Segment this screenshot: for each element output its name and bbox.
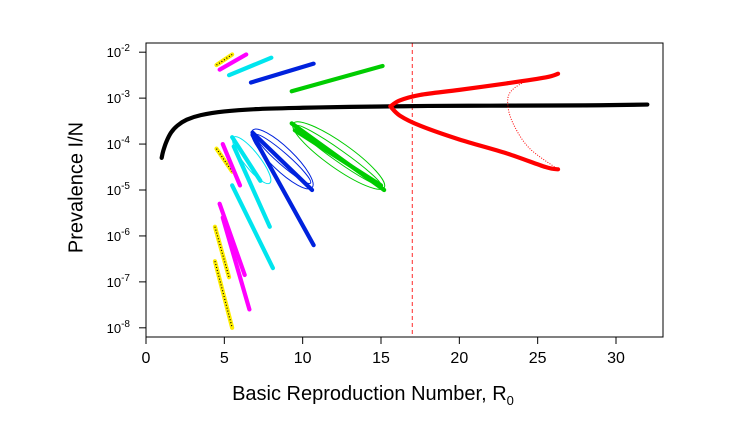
series-branch xyxy=(248,61,316,85)
series-branch xyxy=(220,215,252,312)
y-tick-label: 10-4 xyxy=(107,135,131,152)
y-axis-title: Prevalence I/N xyxy=(66,73,89,303)
series-branch xyxy=(212,224,232,280)
y-tick-label: 10-2 xyxy=(107,43,131,60)
y-tick-label: 10-8 xyxy=(107,319,131,336)
axes: 0 5 10 15 20 25 30 10-2 10-3 10-4 10-5 10-6 10-7 10-8 xyxy=(107,42,664,367)
y-tick-label: 10-6 xyxy=(107,227,131,244)
y-tick-label: 10-5 xyxy=(107,181,131,198)
series-branch xyxy=(212,259,235,330)
x-tick-label: 30 xyxy=(607,350,625,367)
series-branch xyxy=(214,146,235,174)
series-branch xyxy=(292,128,384,188)
x-tick-label: 25 xyxy=(529,350,547,367)
series-branch xyxy=(231,144,272,229)
series-branch xyxy=(226,55,274,78)
x-tick-label: 20 xyxy=(450,350,468,367)
series-branch xyxy=(217,201,247,278)
series-branch xyxy=(250,130,315,193)
x-tick-label: 10 xyxy=(294,350,312,367)
series-branch-marker xyxy=(214,261,233,328)
series-branch xyxy=(289,63,385,94)
y-tick-label: 10-7 xyxy=(107,273,131,290)
series-branch xyxy=(388,71,561,109)
series-branch xyxy=(250,132,316,248)
unstable-branch xyxy=(412,104,648,107)
x-tick-label: 5 xyxy=(220,350,229,367)
series-branch xyxy=(217,52,249,72)
x-axis-title: Basic Reproduction Number, R0 xyxy=(0,383,746,408)
series-branch xyxy=(230,135,263,183)
series-branch xyxy=(230,183,275,271)
x-axis-title-text: Basic Reproduction Number, R xyxy=(232,383,507,405)
y-axis-title-text: Prevalence I/N xyxy=(65,121,88,254)
x-tick-label: 15 xyxy=(372,350,390,367)
series-branch xyxy=(159,102,650,160)
series-branch-marker xyxy=(216,53,233,66)
series-branch xyxy=(388,104,561,172)
x-tick-label: 0 xyxy=(142,350,151,367)
x-axis-title-subscript: 0 xyxy=(506,393,514,408)
y-tick-label: 10-3 xyxy=(107,89,131,106)
series-branch xyxy=(220,141,243,188)
unstable-branch xyxy=(507,73,559,170)
plot-area xyxy=(159,43,650,337)
